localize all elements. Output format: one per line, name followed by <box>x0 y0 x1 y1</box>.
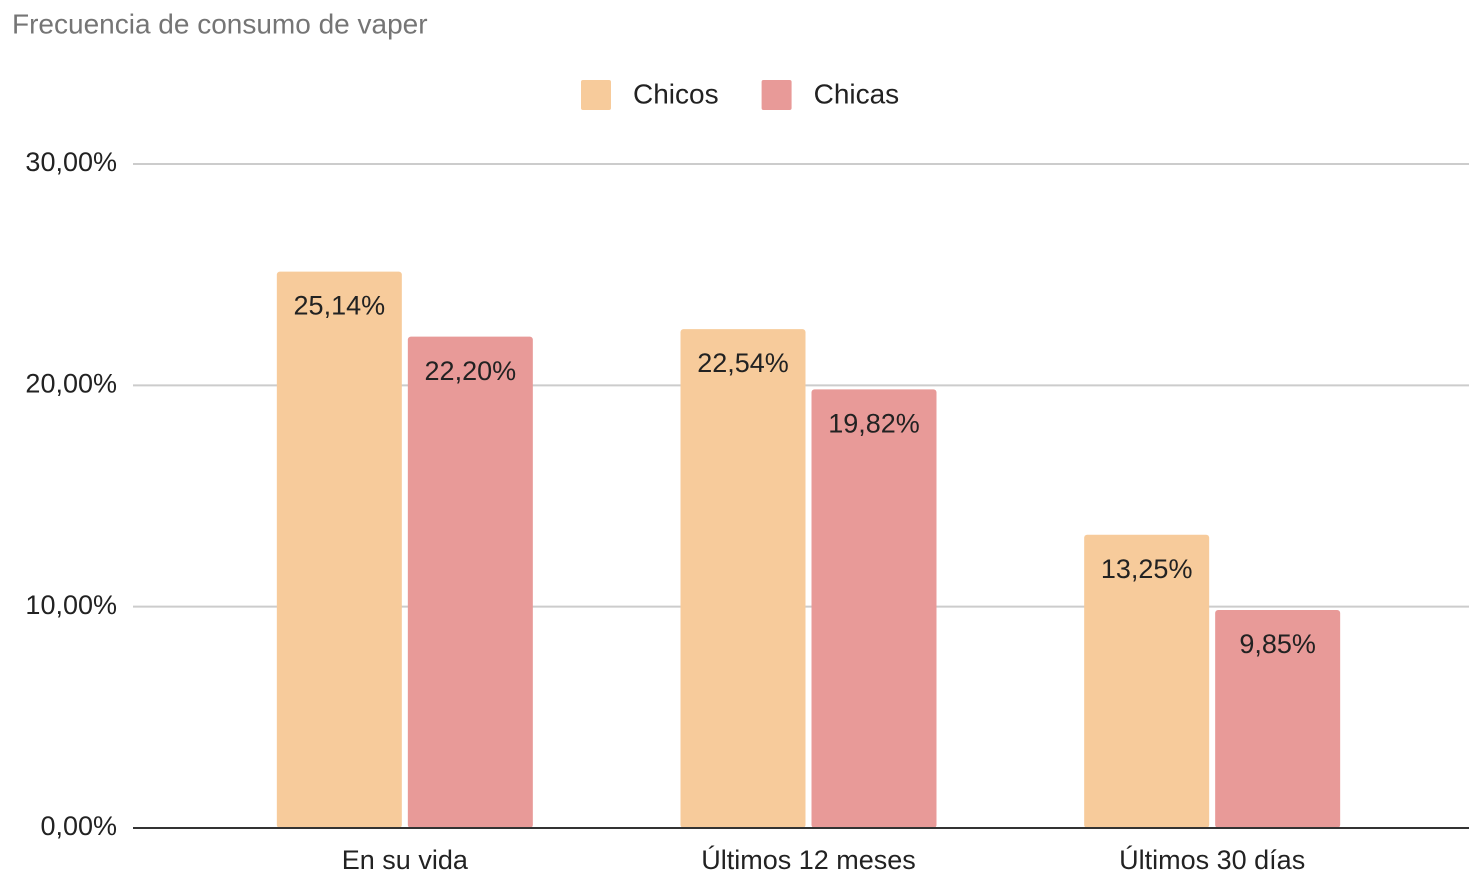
x-tick-label: Últimos 30 días <box>1119 844 1305 875</box>
legend-swatch <box>761 80 792 110</box>
y-tick-label: 20,00% <box>25 368 117 398</box>
data-label: 22,20% <box>425 356 517 386</box>
bar <box>407 336 533 828</box>
x-tick-label: Últimos 12 meses <box>701 844 916 875</box>
x-tick-label: En su vida <box>342 845 469 875</box>
y-tick-label: 0,00% <box>40 811 117 841</box>
data-label: 22,54% <box>697 348 789 378</box>
data-label: 25,14% <box>294 291 386 321</box>
chart-title: Frecuencia de consumo de vaper <box>12 8 428 39</box>
y-tick-label: 30,00% <box>25 147 117 177</box>
data-label: 13,25% <box>1101 554 1193 584</box>
data-label: 9,85% <box>1239 629 1316 659</box>
legend-swatch <box>581 80 611 110</box>
bar <box>680 329 806 828</box>
bar <box>811 389 937 828</box>
legend-label: Chicas <box>814 78 900 109</box>
bar <box>276 271 402 828</box>
bar <box>1215 609 1341 828</box>
bar <box>1084 534 1210 828</box>
legend-label: Chicos <box>633 78 719 109</box>
y-tick-label: 10,00% <box>25 590 117 620</box>
data-label: 19,82% <box>828 408 920 438</box>
